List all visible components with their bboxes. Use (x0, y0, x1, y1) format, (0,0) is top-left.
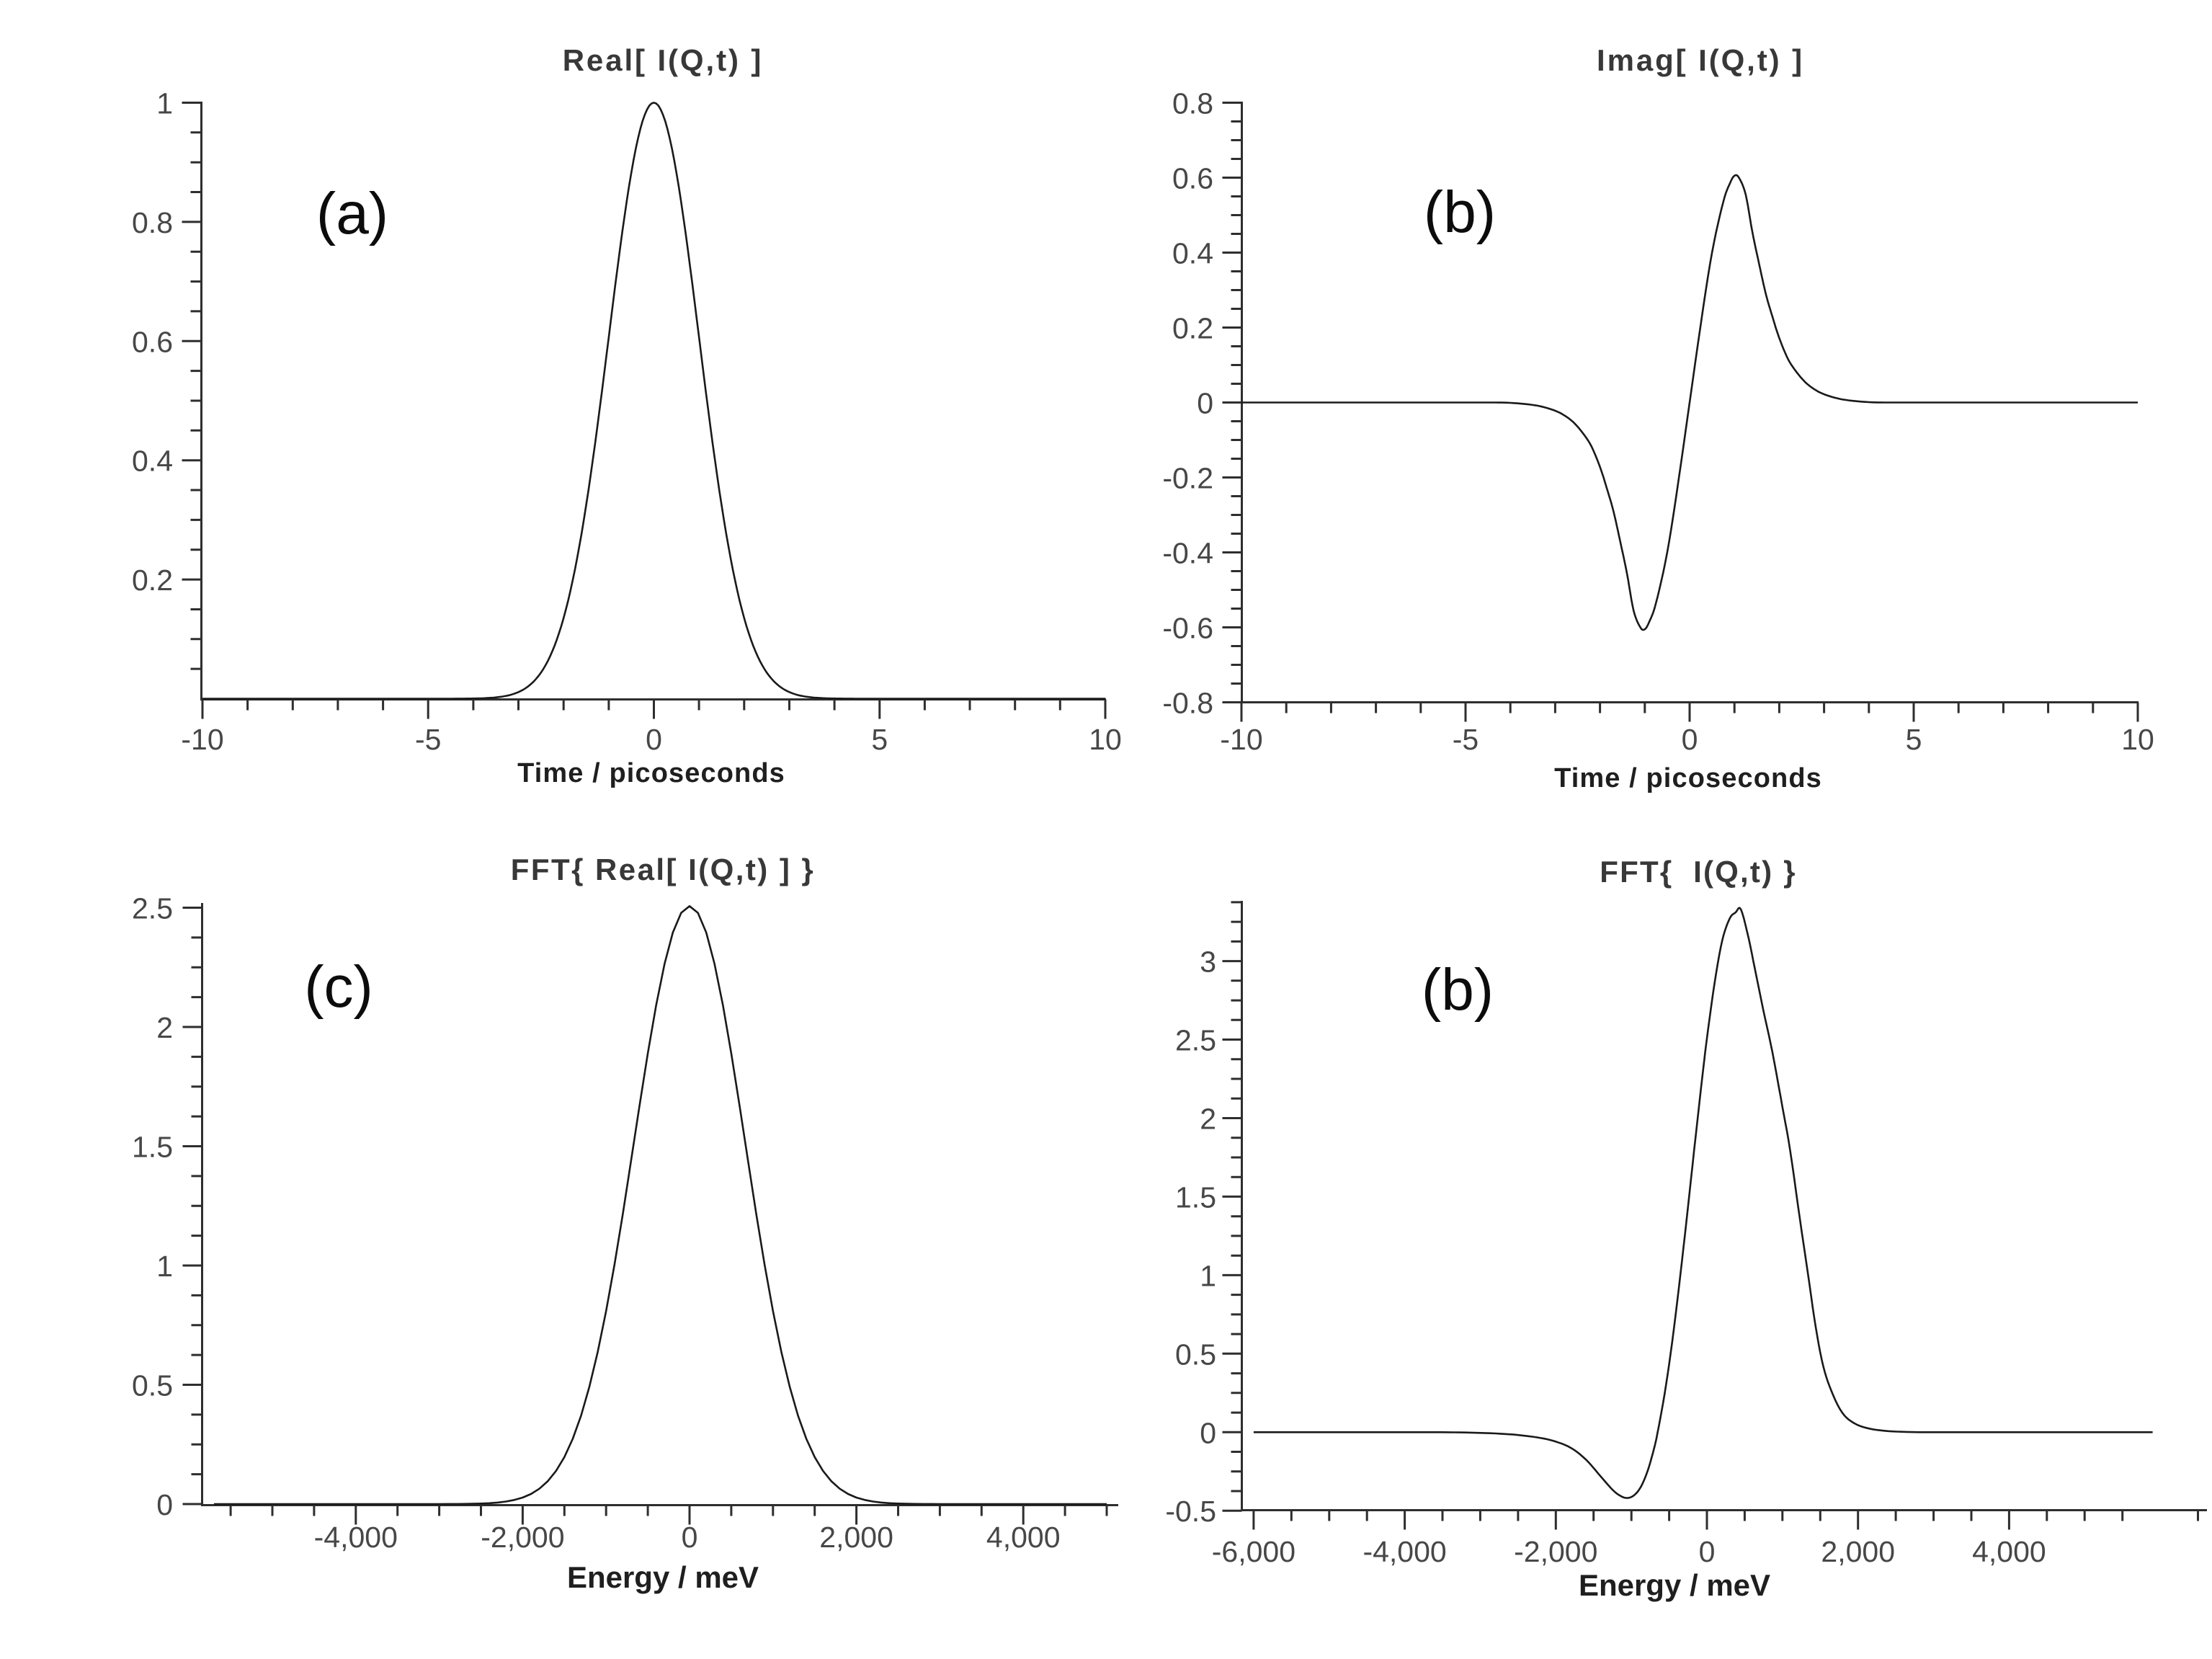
svg-text:-10: -10 (1220, 723, 1262, 756)
svg-text:2.5: 2.5 (1175, 1024, 1216, 1057)
svg-text:0.2: 0.2 (132, 564, 173, 597)
svg-text:1.5: 1.5 (132, 1131, 173, 1164)
svg-text:0.2: 0.2 (1172, 312, 1213, 345)
svg-text:3: 3 (1200, 946, 1216, 979)
svg-text:0: 0 (646, 723, 662, 756)
svg-text:-5: -5 (415, 723, 441, 756)
svg-text:-0.2: -0.2 (1162, 462, 1213, 495)
svg-text:FFT{ Real[ I(Q,t) ] }: FFT{ Real[ I(Q,t) ] } (511, 853, 815, 886)
svg-text:2: 2 (156, 1011, 173, 1044)
svg-text:-6,000: -6,000 (1212, 1535, 1295, 1568)
svg-text:Time / picoseconds: Time / picoseconds (517, 758, 785, 788)
svg-text:1: 1 (1200, 1259, 1216, 1292)
svg-text:Energy / meV: Energy / meV (1579, 1568, 1770, 1602)
svg-text:-5: -5 (1453, 723, 1479, 756)
svg-text:5: 5 (871, 723, 888, 756)
svg-text:5: 5 (1906, 723, 1922, 756)
svg-text:Real[ I(Q,t) ]: Real[ I(Q,t) ] (563, 43, 764, 77)
svg-text:2.5: 2.5 (132, 892, 173, 925)
svg-text:10: 10 (2121, 723, 2154, 756)
svg-text:-10: -10 (181, 723, 223, 756)
svg-text:2,000: 2,000 (1821, 1535, 1895, 1568)
svg-text:0.5: 0.5 (1175, 1338, 1216, 1371)
svg-text:0: 0 (1682, 723, 1698, 756)
svg-text:(c): (c) (304, 954, 373, 1020)
svg-text:2,000: 2,000 (819, 1521, 893, 1554)
svg-text:0.8: 0.8 (132, 206, 173, 239)
svg-text:(a): (a) (316, 181, 388, 246)
svg-text:-0.6: -0.6 (1162, 612, 1213, 645)
svg-text:4,000: 4,000 (1972, 1535, 2046, 1568)
svg-text:0: 0 (1197, 387, 1213, 420)
svg-text:1: 1 (156, 87, 173, 120)
svg-text:-4,000: -4,000 (314, 1521, 398, 1554)
svg-text:-0.8: -0.8 (1162, 687, 1213, 720)
svg-text:(b): (b) (1422, 957, 1494, 1023)
svg-text:Energy / meV: Energy / meV (567, 1560, 759, 1594)
svg-text:-4,000: -4,000 (1363, 1535, 1446, 1568)
svg-text:(b): (b) (1424, 179, 1496, 245)
svg-text:FFT{ I(Q,t) }: FFT{ I(Q,t) } (1600, 855, 1796, 889)
svg-text:0.5: 0.5 (132, 1369, 173, 1402)
svg-text:-0.4: -0.4 (1162, 537, 1213, 570)
svg-text:0: 0 (1699, 1535, 1716, 1568)
svg-text:Imag[ I(Q,t) ]: Imag[ I(Q,t) ] (1597, 43, 1804, 77)
svg-text:0.8: 0.8 (1172, 87, 1213, 120)
svg-text:0.6: 0.6 (132, 325, 173, 358)
svg-text:-0.5: -0.5 (1165, 1495, 1216, 1528)
svg-text:10: 10 (1089, 723, 1122, 756)
svg-text:2: 2 (1200, 1103, 1216, 1136)
svg-text:-2,000: -2,000 (481, 1521, 564, 1554)
svg-text:4,000: 4,000 (986, 1521, 1061, 1554)
svg-text:0.4: 0.4 (1172, 237, 1213, 270)
svg-text:0.4: 0.4 (132, 445, 173, 478)
svg-text:0: 0 (1200, 1416, 1216, 1449)
svg-text:1.5: 1.5 (1175, 1180, 1216, 1214)
svg-text:-2,000: -2,000 (1514, 1535, 1597, 1568)
svg-text:Time / picoseconds: Time / picoseconds (1554, 763, 1822, 793)
svg-text:0: 0 (682, 1521, 698, 1554)
svg-text:1: 1 (156, 1250, 173, 1283)
svg-text:0.6: 0.6 (1172, 162, 1213, 195)
svg-text:0: 0 (156, 1488, 173, 1521)
